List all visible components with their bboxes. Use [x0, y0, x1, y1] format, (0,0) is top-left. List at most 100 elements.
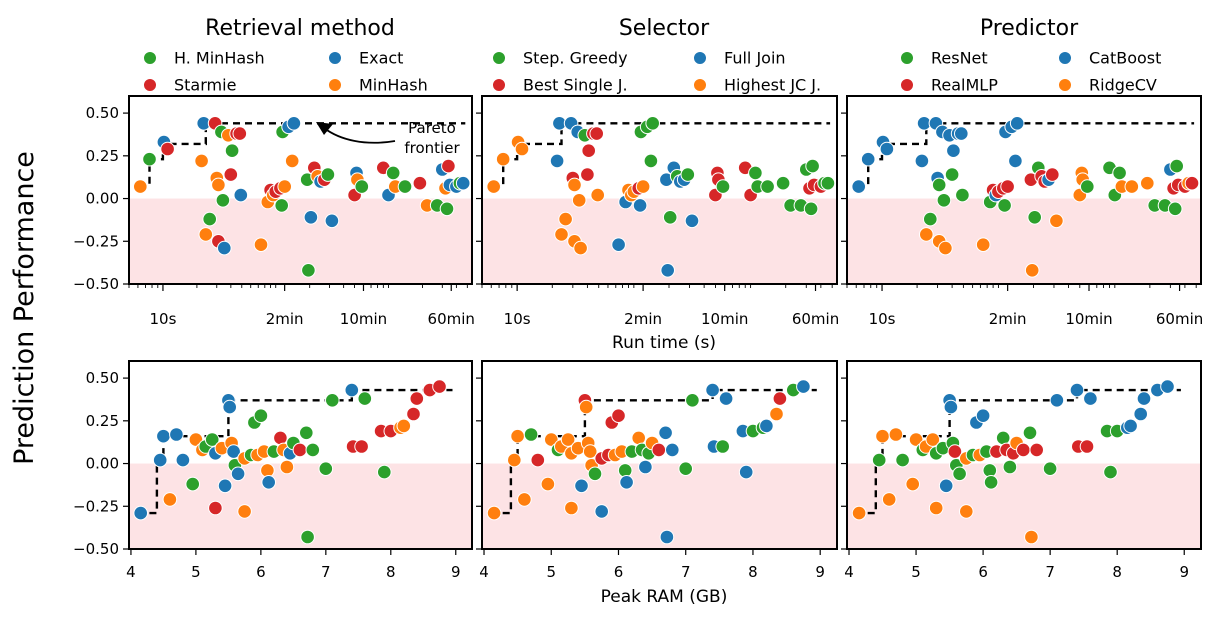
- data-point: [879, 141, 895, 157]
- data-points: [851, 116, 1200, 278]
- data-point: [820, 175, 836, 191]
- data-point: [759, 418, 774, 434]
- y-tick-label: 0.00: [86, 455, 119, 473]
- data-point: [1069, 382, 1085, 398]
- x-tick-label: 7: [1045, 563, 1055, 581]
- data-point: [1049, 393, 1065, 408]
- x-tick-label: 5: [546, 563, 556, 581]
- data-point: [284, 153, 300, 169]
- legend-label: Starmie: [174, 76, 236, 95]
- negative-zone: [847, 463, 1201, 549]
- data-points: [486, 116, 836, 278]
- legend-label: H. MinHash: [174, 49, 265, 68]
- panel-frame: [128, 95, 473, 285]
- group-title: Retrieval method: [205, 16, 395, 41]
- data-point: [301, 263, 316, 278]
- data-point: [578, 399, 594, 415]
- data-point: [169, 427, 184, 442]
- data-point: [222, 399, 237, 415]
- x-axis-label-runtime: Run time (s): [612, 333, 716, 353]
- data-point: [156, 428, 171, 444]
- data-point: [895, 452, 910, 468]
- data-point: [253, 408, 269, 424]
- data-point: [273, 430, 288, 446]
- data-point: [217, 240, 232, 256]
- x-tick-label: 8: [386, 563, 396, 581]
- data-point: [1133, 406, 1148, 422]
- legend-marker: [328, 51, 342, 65]
- data-point: [905, 476, 921, 492]
- data-point: [851, 505, 867, 521]
- x-tick-label: 8: [1112, 563, 1122, 581]
- data-point: [441, 158, 456, 174]
- x-tick-label: 9: [451, 563, 461, 581]
- panel-frame: [846, 95, 1202, 285]
- x-tick-label: 60min: [792, 310, 839, 328]
- x-tick-label: 60min: [1156, 310, 1203, 328]
- data-point: [523, 427, 539, 442]
- data-point: [261, 475, 277, 490]
- x-tick-label: 7: [681, 563, 691, 581]
- data-point: [194, 153, 209, 169]
- data-point: [223, 167, 239, 182]
- data-point: [611, 237, 626, 252]
- data-point: [997, 198, 1012, 213]
- data-point: [1024, 529, 1039, 545]
- x-tick-label: 4: [479, 563, 489, 581]
- data-point: [274, 198, 290, 213]
- x-tick-label: 2min: [989, 310, 1027, 328]
- data-point: [277, 179, 293, 194]
- data-point: [396, 418, 412, 434]
- data-point: [1042, 461, 1058, 477]
- x-tick-label: 6: [256, 563, 266, 581]
- data-point: [658, 425, 673, 441]
- legend-marker: [1058, 51, 1072, 65]
- data-point: [705, 382, 720, 398]
- data-point: [324, 213, 340, 229]
- data-point: [530, 452, 546, 468]
- y-tick-label: 0.25: [86, 147, 119, 165]
- data-point: [574, 478, 589, 494]
- negative-zone: [847, 198, 1201, 284]
- data-point: [198, 227, 214, 242]
- legend-marker: [693, 51, 707, 65]
- data-point: [1027, 210, 1042, 225]
- data-point: [580, 167, 595, 182]
- data-point: [486, 505, 502, 521]
- y-tick-label: −0.50: [73, 540, 119, 558]
- x-tick-label: 6: [978, 563, 988, 581]
- data-points: [486, 379, 811, 545]
- data-point: [680, 167, 696, 182]
- annotation-arrow: [323, 127, 396, 144]
- data-point: [486, 179, 502, 194]
- data-point: [715, 439, 731, 454]
- data-point: [718, 391, 734, 406]
- data-point: [1016, 442, 1031, 458]
- legend-marker: [900, 51, 914, 65]
- data-point: [439, 201, 455, 217]
- legend-label: Step. Greedy: [523, 49, 628, 68]
- data-point: [292, 442, 308, 458]
- data-point: [279, 459, 295, 475]
- data-point: [549, 153, 565, 169]
- x-axis-label-ram: Peak RAM (GB): [601, 587, 728, 607]
- data-point: [959, 504, 974, 519]
- data-point: [409, 391, 425, 406]
- x-tick-label: 5: [191, 563, 201, 581]
- data-point: [914, 153, 930, 169]
- legend: ResNet CatBoost RealMLP RidgeCV: [900, 49, 1161, 95]
- data-point: [233, 187, 249, 203]
- data-point: [938, 240, 953, 256]
- data-point: [133, 505, 148, 521]
- y-tick-label: 0.00: [86, 190, 119, 208]
- data-point: [860, 151, 876, 167]
- x-tick-label: 9: [1179, 563, 1189, 581]
- data-point: [938, 478, 954, 494]
- data-point: [587, 466, 603, 482]
- data-point: [1140, 175, 1155, 191]
- data-point: [1169, 158, 1184, 174]
- data-point: [1103, 464, 1118, 480]
- data-point: [567, 177, 582, 193]
- data-point: [1136, 391, 1152, 406]
- x-tick-label: 7: [321, 563, 331, 581]
